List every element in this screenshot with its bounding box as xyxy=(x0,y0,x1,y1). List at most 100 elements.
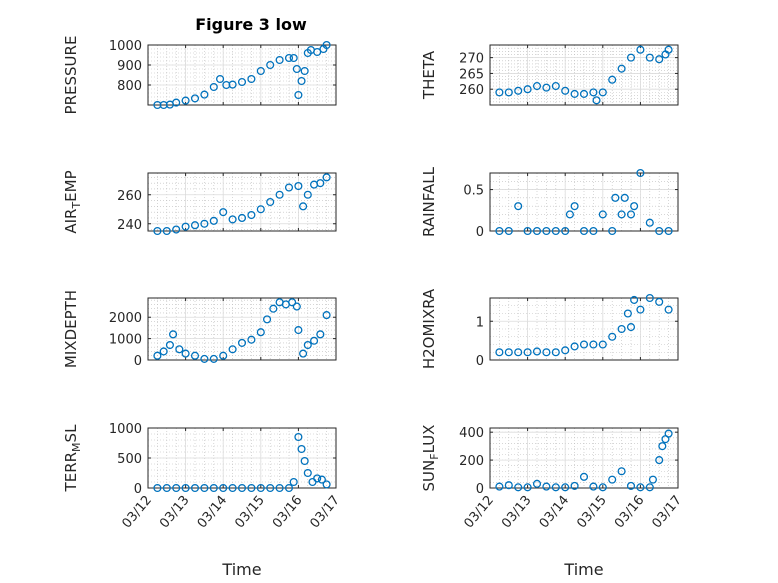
data-point xyxy=(561,346,570,355)
data-point xyxy=(228,215,237,224)
data-point xyxy=(209,82,218,92)
y-tick-label: 260 xyxy=(459,83,484,98)
data-point xyxy=(228,345,237,354)
axes-frame xyxy=(489,172,679,232)
x-tick-label: 03/16 xyxy=(270,493,306,531)
data-point xyxy=(623,309,632,318)
data-point xyxy=(190,94,200,103)
data-point xyxy=(237,213,247,223)
data-point xyxy=(608,332,617,341)
data-point xyxy=(504,226,513,236)
data-point xyxy=(664,305,673,314)
data-point xyxy=(523,226,532,236)
data-point xyxy=(626,53,636,62)
x-tick-label: 03/14 xyxy=(195,493,231,531)
axes-frame xyxy=(147,172,337,232)
data-point xyxy=(219,351,228,360)
y-axis-label: RAINFALL xyxy=(420,166,438,237)
data-point xyxy=(645,483,654,492)
data-point xyxy=(655,297,664,306)
data-point xyxy=(313,474,322,483)
data-point xyxy=(636,305,645,314)
data-point xyxy=(209,483,218,493)
y-axis-label: MIXDEPTH xyxy=(62,290,80,368)
data-point xyxy=(299,202,308,211)
data-point xyxy=(495,482,504,491)
data-point xyxy=(294,326,303,335)
subplot-rainfall: 0 0.5 RAINFALL xyxy=(420,166,679,240)
data-point xyxy=(294,182,303,191)
data-point xyxy=(289,477,298,487)
data-point xyxy=(645,218,654,227)
data-point xyxy=(570,202,579,211)
data-point xyxy=(636,45,645,54)
data-point xyxy=(322,480,331,489)
data-point xyxy=(636,168,645,178)
data-point xyxy=(664,45,673,54)
data-point xyxy=(284,183,294,192)
data-point xyxy=(181,483,190,493)
y-axis-label: H2OMIXRA xyxy=(420,288,438,369)
data-point xyxy=(200,219,209,228)
data-point xyxy=(266,197,275,207)
data-point xyxy=(159,347,168,356)
data-point xyxy=(289,53,298,63)
axes-frame xyxy=(489,44,679,106)
y-tick-label: 265 xyxy=(459,67,484,82)
data-point xyxy=(256,328,265,337)
axes-frame xyxy=(147,297,337,361)
data-point xyxy=(162,226,171,236)
data-point xyxy=(648,475,657,484)
data-point xyxy=(275,190,284,199)
x-tick-label: 03/16 xyxy=(612,493,648,531)
data-point xyxy=(514,348,523,357)
data-point xyxy=(608,75,617,84)
data-point xyxy=(523,348,532,357)
x-axis-label: Time xyxy=(563,560,603,579)
data-point xyxy=(589,88,598,97)
y-axis-label: AIRTEMP xyxy=(62,170,83,233)
data-point xyxy=(322,173,331,182)
y-tick-label: 260 xyxy=(117,189,142,204)
data-point xyxy=(284,483,294,493)
data-point xyxy=(317,475,326,484)
data-point xyxy=(228,483,237,493)
data-point xyxy=(579,472,589,481)
data-point xyxy=(561,483,570,492)
x-tick-label: 03/12 xyxy=(119,493,155,531)
data-point xyxy=(514,202,523,211)
data-point xyxy=(299,349,308,358)
data-point xyxy=(617,64,626,73)
data-point xyxy=(292,302,301,311)
data-point xyxy=(630,202,639,211)
data-point xyxy=(626,481,636,490)
data-point xyxy=(570,481,579,490)
y-tick-label: 240 xyxy=(117,218,142,233)
subplot-h2omixra: 0 1 H2OMIXRA xyxy=(420,288,679,369)
y-axis-label: SUNFLUX xyxy=(420,425,441,492)
data-point xyxy=(570,89,579,98)
data-point xyxy=(292,64,301,74)
data-point xyxy=(294,90,303,100)
data-point xyxy=(237,483,247,493)
data-point xyxy=(219,483,228,493)
axes-frame xyxy=(489,297,679,361)
data-point xyxy=(495,348,504,357)
data-point xyxy=(630,295,639,304)
data-point xyxy=(561,86,570,95)
data-point xyxy=(664,429,673,438)
data-point xyxy=(532,479,542,488)
data-point xyxy=(263,315,272,324)
y-axis-label: PRESSURE xyxy=(62,36,80,115)
y-tick-label: 0 xyxy=(134,354,142,369)
data-point xyxy=(247,211,256,220)
data-point xyxy=(256,66,265,76)
data-point xyxy=(175,345,184,354)
data-point xyxy=(216,74,225,84)
data-point xyxy=(209,354,218,363)
data-point xyxy=(523,483,532,492)
axes-frame xyxy=(147,44,337,106)
x-tick-label: 03/15 xyxy=(232,493,268,531)
data-point xyxy=(284,53,294,63)
